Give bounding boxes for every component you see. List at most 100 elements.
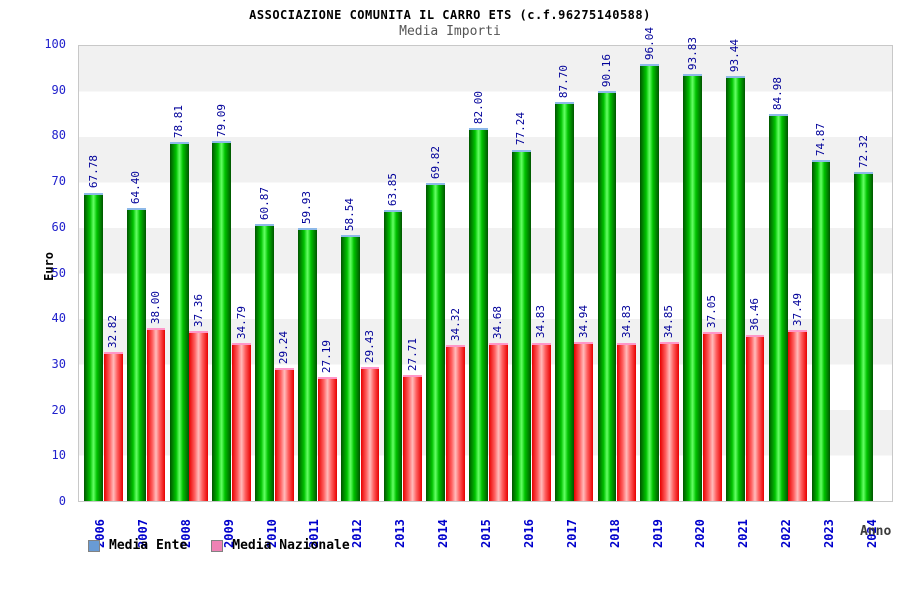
bar-media-ente-2010 [255, 224, 275, 501]
y-tick-40: 40 [51, 311, 66, 326]
bar-media-nazionale-2021 [745, 335, 765, 501]
x-tick-2016: 2016 [508, 506, 551, 548]
value-label-media-nazionale-2011: 27.19 [320, 340, 334, 374]
value-label-media-nazionale-2015: 34.68 [491, 306, 505, 340]
y-tick-20: 20 [51, 402, 66, 417]
bar-media-nazionale-2016 [531, 342, 551, 501]
bar-media-ente-2006 [84, 192, 103, 501]
legend-label-media-nazionale: Media Nazionale [232, 538, 350, 553]
year-group-2018: 90.16 34.83 [592, 46, 637, 501]
plot-area: 67.78 32.82 64.40 38.00 78.81 37.36 79.09 34.79… [78, 27, 893, 502]
value-label-media-ente-2021: 93.44 [728, 38, 742, 72]
legend-label-media-ente: Media Ente [109, 538, 188, 553]
legend-swatch-media-nazionale-icon [211, 539, 224, 552]
bar-media-ente-2023 [811, 160, 831, 501]
value-label-media-nazionale-2014: 34.32 [448, 307, 462, 341]
value-label-media-nazionale-2022: 37.49 [790, 293, 804, 327]
x-tick-2013: 2013 [379, 506, 422, 548]
value-label-media-ente-2009: 79.09 [214, 104, 228, 138]
chart-subtitle: Media Importi [399, 24, 501, 39]
bar-media-ente-2009 [212, 141, 232, 501]
value-label-media-nazionale-2017: 34.94 [576, 304, 590, 339]
y-axis-ticks: 0 10 20 30 40 50 60 70 80 90 100 [0, 0, 72, 600]
year-group-2017: 87.70 34.94 [550, 46, 594, 501]
value-label-media-nazionale-2013: 27.71 [405, 337, 419, 371]
value-label-media-ente-2007: 64.40 [129, 170, 143, 204]
value-label-media-ente-2014: 69.82 [428, 146, 442, 180]
legend-swatch-media-ente-icon [88, 539, 100, 552]
bar-media-ente-2018 [597, 90, 617, 501]
value-label-media-nazionale-2009: 34.79 [234, 305, 248, 339]
year-group-2010: 60.87 29.24 [250, 46, 294, 501]
x-tick-text-2020: 2020 [693, 519, 708, 548]
x-tick-text-2023: 2023 [822, 519, 837, 548]
bar-media-nazionale-2018 [617, 342, 637, 501]
year-group-2012: 58.54 29.43 [336, 46, 380, 501]
year-group-2011: 59.93 27.19 [293, 46, 337, 501]
legend-item-media-ente: Media Ente [88, 538, 187, 553]
value-label-media-ente-2022: 84.98 [771, 77, 785, 111]
year-group-2022: 84.98 37.49 [764, 46, 808, 501]
value-label-media-ente-2008: 78.81 [172, 105, 186, 139]
y-tick-60: 60 [51, 219, 66, 234]
value-label-media-nazionale-2021: 36.46 [748, 297, 762, 332]
value-label-media-ente-2017: 87.70 [557, 64, 571, 98]
bar-media-nazionale-2022 [788, 330, 808, 501]
bar-media-nazionale-2007 [146, 328, 166, 501]
bar-media-ente-2017 [554, 101, 574, 501]
value-label-media-ente-2018: 90.16 [600, 53, 613, 87]
bar-media-ente-2022 [768, 114, 788, 501]
bar-media-nazionale-2006 [103, 351, 123, 501]
value-label-media-ente-2012: 58.54 [343, 197, 357, 231]
year-group-2015: 82.00 34.68 [464, 46, 508, 501]
y-tick-30: 30 [51, 356, 66, 371]
x-tick-2017: 2017 [551, 506, 594, 548]
value-label-media-nazionale-2018: 34.83 [619, 305, 633, 339]
bar-media-ente-2008 [169, 142, 189, 501]
value-label-media-ente-2010: 60.87 [257, 186, 271, 221]
value-label-media-ente-2024: 72.32 [856, 134, 870, 168]
bar-media-ente-2011 [298, 228, 317, 501]
year-group-2024: 72.32 [849, 46, 892, 501]
bar-media-nazionale-2019 [660, 342, 679, 501]
y-tick-10: 10 [51, 448, 66, 463]
x-tick-text-2018: 2018 [607, 519, 622, 548]
value-label-media-nazionale-2020: 37.05 [705, 295, 719, 329]
y-tick-70: 70 [51, 174, 66, 189]
chart-title: ASSOCIAZIONE COMUNITA IL CARRO ETS (c.f.… [249, 8, 651, 22]
year-group-2021: 93.44 36.46 [721, 39, 765, 501]
y-tick-50: 50 [51, 265, 66, 280]
x-tick-2015: 2015 [465, 506, 508, 548]
x-tick-2020: 2020 [680, 506, 723, 548]
year-group-2016: 77.24 34.83 [507, 46, 551, 501]
x-tick-text-2017: 2017 [564, 519, 579, 548]
value-label-media-nazionale-2016: 34.83 [534, 305, 548, 339]
y-tick-100: 100 [44, 37, 66, 51]
x-axis-label: Anno [860, 524, 892, 539]
year-group-2008: 78.81 37.36 [165, 46, 209, 501]
year-group-2019: 96.04 34.85 [635, 27, 679, 501]
x-tick-2014: 2014 [422, 506, 465, 548]
bar-media-ente-2021 [725, 75, 745, 501]
bar-media-nazionale-2011 [317, 377, 337, 501]
value-label-media-ente-2015: 82.00 [471, 90, 485, 124]
x-tick-2021: 2021 [722, 506, 765, 548]
value-label-media-nazionale-2006: 32.82 [106, 314, 120, 348]
value-label-media-nazionale-2010: 29.24 [277, 330, 291, 364]
year-group-2009: 79.09 34.79 [207, 46, 251, 501]
bar-media-nazionale-2010 [274, 367, 294, 501]
year-group-2023: 74.87 [806, 46, 849, 501]
year-group-2013: 63.85 27.71 [379, 46, 423, 501]
bar-media-nazionale-2009 [232, 342, 251, 501]
bar-media-ente-2024 [854, 171, 874, 501]
x-tick-text-2016: 2016 [521, 519, 536, 548]
value-label-media-ente-2020: 93.83 [685, 36, 699, 71]
year-group-2020: 93.83 37.05 [678, 37, 722, 501]
value-label-media-nazionale-2019: 34.85 [662, 305, 676, 339]
x-tick-text-2014: 2014 [436, 519, 451, 548]
bar-media-ente-2016 [512, 149, 531, 501]
bar-media-nazionale-2015 [488, 343, 508, 501]
bar-media-nazionale-2012 [360, 367, 380, 501]
value-label-media-nazionale-2007: 38.00 [149, 290, 162, 325]
bar-media-ente-2019 [640, 64, 660, 501]
